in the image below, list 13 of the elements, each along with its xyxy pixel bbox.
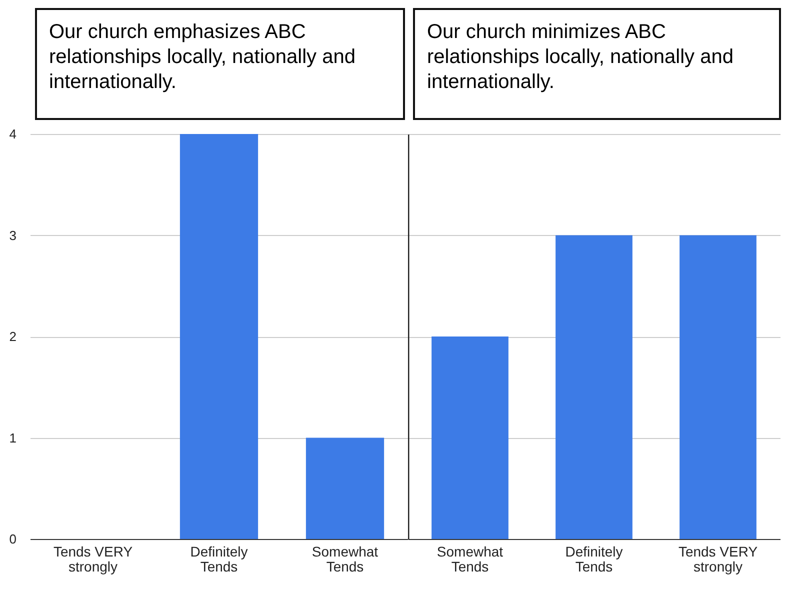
y-tick-label: 0 [9,532,16,546]
y-tick-label: 2 [9,329,16,344]
x-tick-label: Definitely Tends [565,544,623,574]
y-tick-label: 3 [9,228,16,243]
x-tick-label: Definitely Tends [190,544,248,574]
x-tick-label: Somewhat Tends [436,544,504,574]
chart-title: Our church emphasizes ABC relationships locally, nationally and internationally. [35,8,405,120]
x-tick-label: Tends VERY strongly [53,544,134,574]
x-tick-label: Somewhat Tends [312,544,378,574]
chart-title: Our church minimizes ABC relationships locally, nationally and internationally. [413,8,781,120]
y-tick-label: 1 [9,430,16,446]
y-tick-label: 4 [9,126,16,142]
x-tick-label: Tends VERY strongly [678,544,758,574]
